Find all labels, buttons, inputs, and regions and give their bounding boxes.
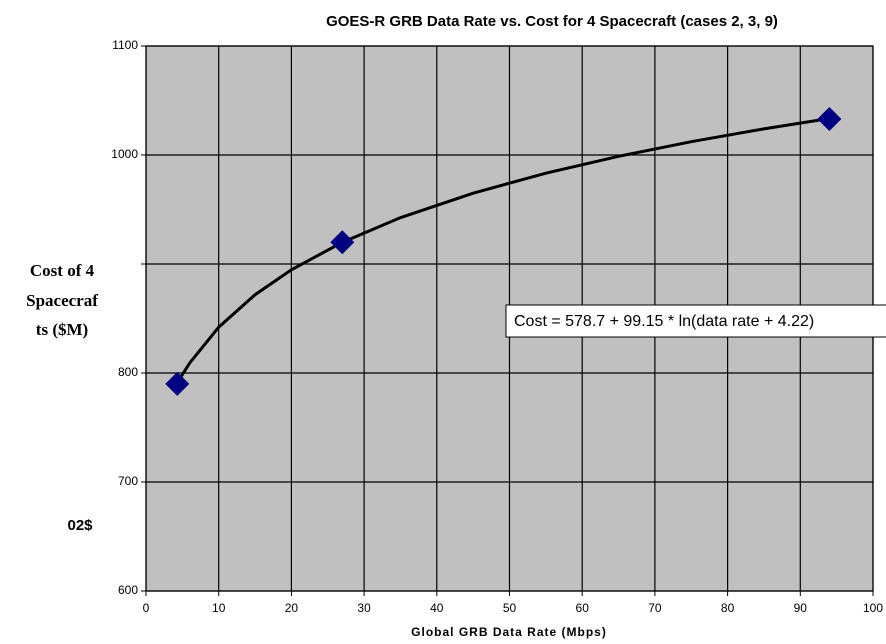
x-axis-label: Global GRB Data Rate (Mbps) [411,625,607,639]
x-tick-label: 40 [430,601,444,615]
data-point [330,230,355,255]
y-tick-label: 600 [118,583,138,597]
y-axis-label: Spacecraf [26,291,98,310]
y-tick-label: 1000 [111,147,138,161]
chart-title: GOES-R GRB Data Rate vs. Cost for 4 Spac… [326,13,778,30]
data-point [817,107,842,132]
x-tick-label: 100 [863,601,883,615]
data-point [165,371,190,396]
x-tick-label: 10 [212,601,226,615]
x-tick-label: 50 [503,601,517,615]
y-tick-label: 1100 [112,38,138,52]
x-tick-label: 90 [794,601,808,615]
x-tick-label: 60 [576,601,590,615]
y-axis-label: Cost of 4 [30,261,95,280]
x-tick-label: 70 [648,601,662,615]
x-tick-label: 20 [285,601,299,615]
annotation: Cost = 578.7 + 99.15 * ln(data rate + 4.… [514,313,814,330]
y-axis-label: ts ($M) [36,320,88,339]
equation-box [505,304,886,338]
trend-line [175,117,830,384]
x-tick-label: 30 [357,601,371,615]
y-tick-label: 700 [118,474,138,488]
x-tick-label: 0 [143,601,150,615]
x-tick-label: 80 [721,601,735,615]
annotation: 02$ [67,517,93,534]
y-tick-label: 800 [118,365,138,379]
